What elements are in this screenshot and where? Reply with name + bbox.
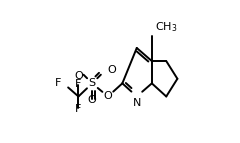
Text: O: O	[103, 92, 112, 102]
Text: O: O	[74, 71, 83, 81]
Text: F: F	[75, 104, 82, 114]
Text: O: O	[107, 65, 116, 75]
Text: F: F	[55, 78, 61, 88]
Text: N: N	[132, 98, 141, 108]
Text: O: O	[88, 95, 96, 105]
Text: S: S	[89, 78, 96, 88]
Text: F: F	[75, 79, 82, 89]
Text: CH$_3$: CH$_3$	[155, 20, 178, 34]
